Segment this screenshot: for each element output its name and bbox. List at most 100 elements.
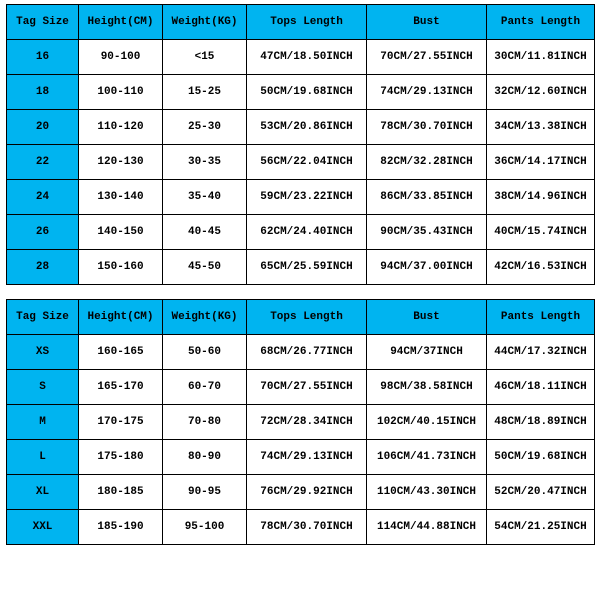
cell: 90CM/35.43INCH bbox=[367, 215, 487, 250]
cell: 82CM/32.28INCH bbox=[367, 145, 487, 180]
cell-tag: 22 bbox=[7, 145, 79, 180]
col-height: Height(CM) bbox=[79, 5, 163, 40]
cell: 30CM/11.81INCH bbox=[487, 40, 595, 75]
cell: 59CM/23.22INCH bbox=[247, 180, 367, 215]
cell: 120-130 bbox=[79, 145, 163, 180]
cell: 70CM/27.55INCH bbox=[367, 40, 487, 75]
table-row: 28 150-160 45-50 65CM/25.59INCH 94CM/37.… bbox=[7, 250, 595, 285]
cell: 56CM/22.04INCH bbox=[247, 145, 367, 180]
cell: 34CM/13.38INCH bbox=[487, 110, 595, 145]
table-row: 26 140-150 40-45 62CM/24.40INCH 90CM/35.… bbox=[7, 215, 595, 250]
cell: 114CM/44.88INCH bbox=[367, 510, 487, 545]
table-row: S 165-170 60-70 70CM/27.55INCH 98CM/38.5… bbox=[7, 370, 595, 405]
cell: 175-180 bbox=[79, 440, 163, 475]
cell-tag: XXL bbox=[7, 510, 79, 545]
cell: 53CM/20.86INCH bbox=[247, 110, 367, 145]
cell: 70CM/27.55INCH bbox=[247, 370, 367, 405]
col-tag-size: Tag Size bbox=[7, 5, 79, 40]
cell: 72CM/28.34INCH bbox=[247, 405, 367, 440]
cell: 25-30 bbox=[163, 110, 247, 145]
cell: <15 bbox=[163, 40, 247, 75]
cell-tag: M bbox=[7, 405, 79, 440]
table-row: XS 160-165 50-60 68CM/26.77INCH 94CM/37I… bbox=[7, 335, 595, 370]
cell: 36CM/14.17INCH bbox=[487, 145, 595, 180]
size-table-adults: Tag Size Height(CM) Weight(KG) Tops Leng… bbox=[6, 299, 595, 545]
cell: 40-45 bbox=[163, 215, 247, 250]
cell: 54CM/21.25INCH bbox=[487, 510, 595, 545]
cell-tag: 20 bbox=[7, 110, 79, 145]
header-row: Tag Size Height(CM) Weight(KG) Tops Leng… bbox=[7, 300, 595, 335]
col-pants-length: Pants Length bbox=[487, 5, 595, 40]
table-row: L 175-180 80-90 74CM/29.13INCH 106CM/41.… bbox=[7, 440, 595, 475]
col-pants-length: Pants Length bbox=[487, 300, 595, 335]
table-row: XXL 185-190 95-100 78CM/30.70INCH 114CM/… bbox=[7, 510, 595, 545]
cell-tag: 18 bbox=[7, 75, 79, 110]
cell-tag: 28 bbox=[7, 250, 79, 285]
cell: 70-80 bbox=[163, 405, 247, 440]
cell: 60-70 bbox=[163, 370, 247, 405]
cell: 65CM/25.59INCH bbox=[247, 250, 367, 285]
cell-tag: 16 bbox=[7, 40, 79, 75]
cell: 102CM/40.15INCH bbox=[367, 405, 487, 440]
cell: 78CM/30.70INCH bbox=[367, 110, 487, 145]
cell: 78CM/30.70INCH bbox=[247, 510, 367, 545]
cell: 42CM/16.53INCH bbox=[487, 250, 595, 285]
cell-tag: XS bbox=[7, 335, 79, 370]
cell: 62CM/24.40INCH bbox=[247, 215, 367, 250]
table-gap bbox=[6, 285, 594, 299]
cell: 52CM/20.47INCH bbox=[487, 475, 595, 510]
table-row: XL 180-185 90-95 76CM/29.92INCH 110CM/43… bbox=[7, 475, 595, 510]
cell: 48CM/18.89INCH bbox=[487, 405, 595, 440]
cell: 170-175 bbox=[79, 405, 163, 440]
cell: 86CM/33.85INCH bbox=[367, 180, 487, 215]
cell: 32CM/12.60INCH bbox=[487, 75, 595, 110]
cell: 90-95 bbox=[163, 475, 247, 510]
cell: 30-35 bbox=[163, 145, 247, 180]
cell: 50-60 bbox=[163, 335, 247, 370]
cell: 130-140 bbox=[79, 180, 163, 215]
cell-tag: L bbox=[7, 440, 79, 475]
cell: 140-150 bbox=[79, 215, 163, 250]
header-row: Tag Size Height(CM) Weight(KG) Tops Leng… bbox=[7, 5, 595, 40]
col-tag-size: Tag Size bbox=[7, 300, 79, 335]
cell: 50CM/19.68INCH bbox=[247, 75, 367, 110]
cell: 40CM/15.74INCH bbox=[487, 215, 595, 250]
cell: 106CM/41.73INCH bbox=[367, 440, 487, 475]
cell: 98CM/38.58INCH bbox=[367, 370, 487, 405]
table-row: 24 130-140 35-40 59CM/23.22INCH 86CM/33.… bbox=[7, 180, 595, 215]
cell: 185-190 bbox=[79, 510, 163, 545]
size-table-kids: Tag Size Height(CM) Weight(KG) Tops Leng… bbox=[6, 4, 595, 285]
cell: 50CM/19.68INCH bbox=[487, 440, 595, 475]
table-row: M 170-175 70-80 72CM/28.34INCH 102CM/40.… bbox=[7, 405, 595, 440]
table-row: 18 100-110 15-25 50CM/19.68INCH 74CM/29.… bbox=[7, 75, 595, 110]
cell: 76CM/29.92INCH bbox=[247, 475, 367, 510]
cell: 80-90 bbox=[163, 440, 247, 475]
cell: 68CM/26.77INCH bbox=[247, 335, 367, 370]
col-bust: Bust bbox=[367, 300, 487, 335]
cell-tag: XL bbox=[7, 475, 79, 510]
cell: 38CM/14.96INCH bbox=[487, 180, 595, 215]
cell: 150-160 bbox=[79, 250, 163, 285]
col-height: Height(CM) bbox=[79, 300, 163, 335]
cell: 94CM/37.00INCH bbox=[367, 250, 487, 285]
cell: 47CM/18.50INCH bbox=[247, 40, 367, 75]
col-tops-length: Tops Length bbox=[247, 5, 367, 40]
cell: 94CM/37INCH bbox=[367, 335, 487, 370]
col-tops-length: Tops Length bbox=[247, 300, 367, 335]
cell: 160-165 bbox=[79, 335, 163, 370]
cell-tag: S bbox=[7, 370, 79, 405]
cell: 15-25 bbox=[163, 75, 247, 110]
cell: 165-170 bbox=[79, 370, 163, 405]
col-weight: Weight(KG) bbox=[163, 5, 247, 40]
cell: 110CM/43.30INCH bbox=[367, 475, 487, 510]
cell: 46CM/18.11INCH bbox=[487, 370, 595, 405]
cell: 90-100 bbox=[79, 40, 163, 75]
cell: 74CM/29.13INCH bbox=[367, 75, 487, 110]
cell: 100-110 bbox=[79, 75, 163, 110]
table-row: 22 120-130 30-35 56CM/22.04INCH 82CM/32.… bbox=[7, 145, 595, 180]
cell-tag: 26 bbox=[7, 215, 79, 250]
cell: 110-120 bbox=[79, 110, 163, 145]
cell: 44CM/17.32INCH bbox=[487, 335, 595, 370]
cell: 45-50 bbox=[163, 250, 247, 285]
cell: 35-40 bbox=[163, 180, 247, 215]
